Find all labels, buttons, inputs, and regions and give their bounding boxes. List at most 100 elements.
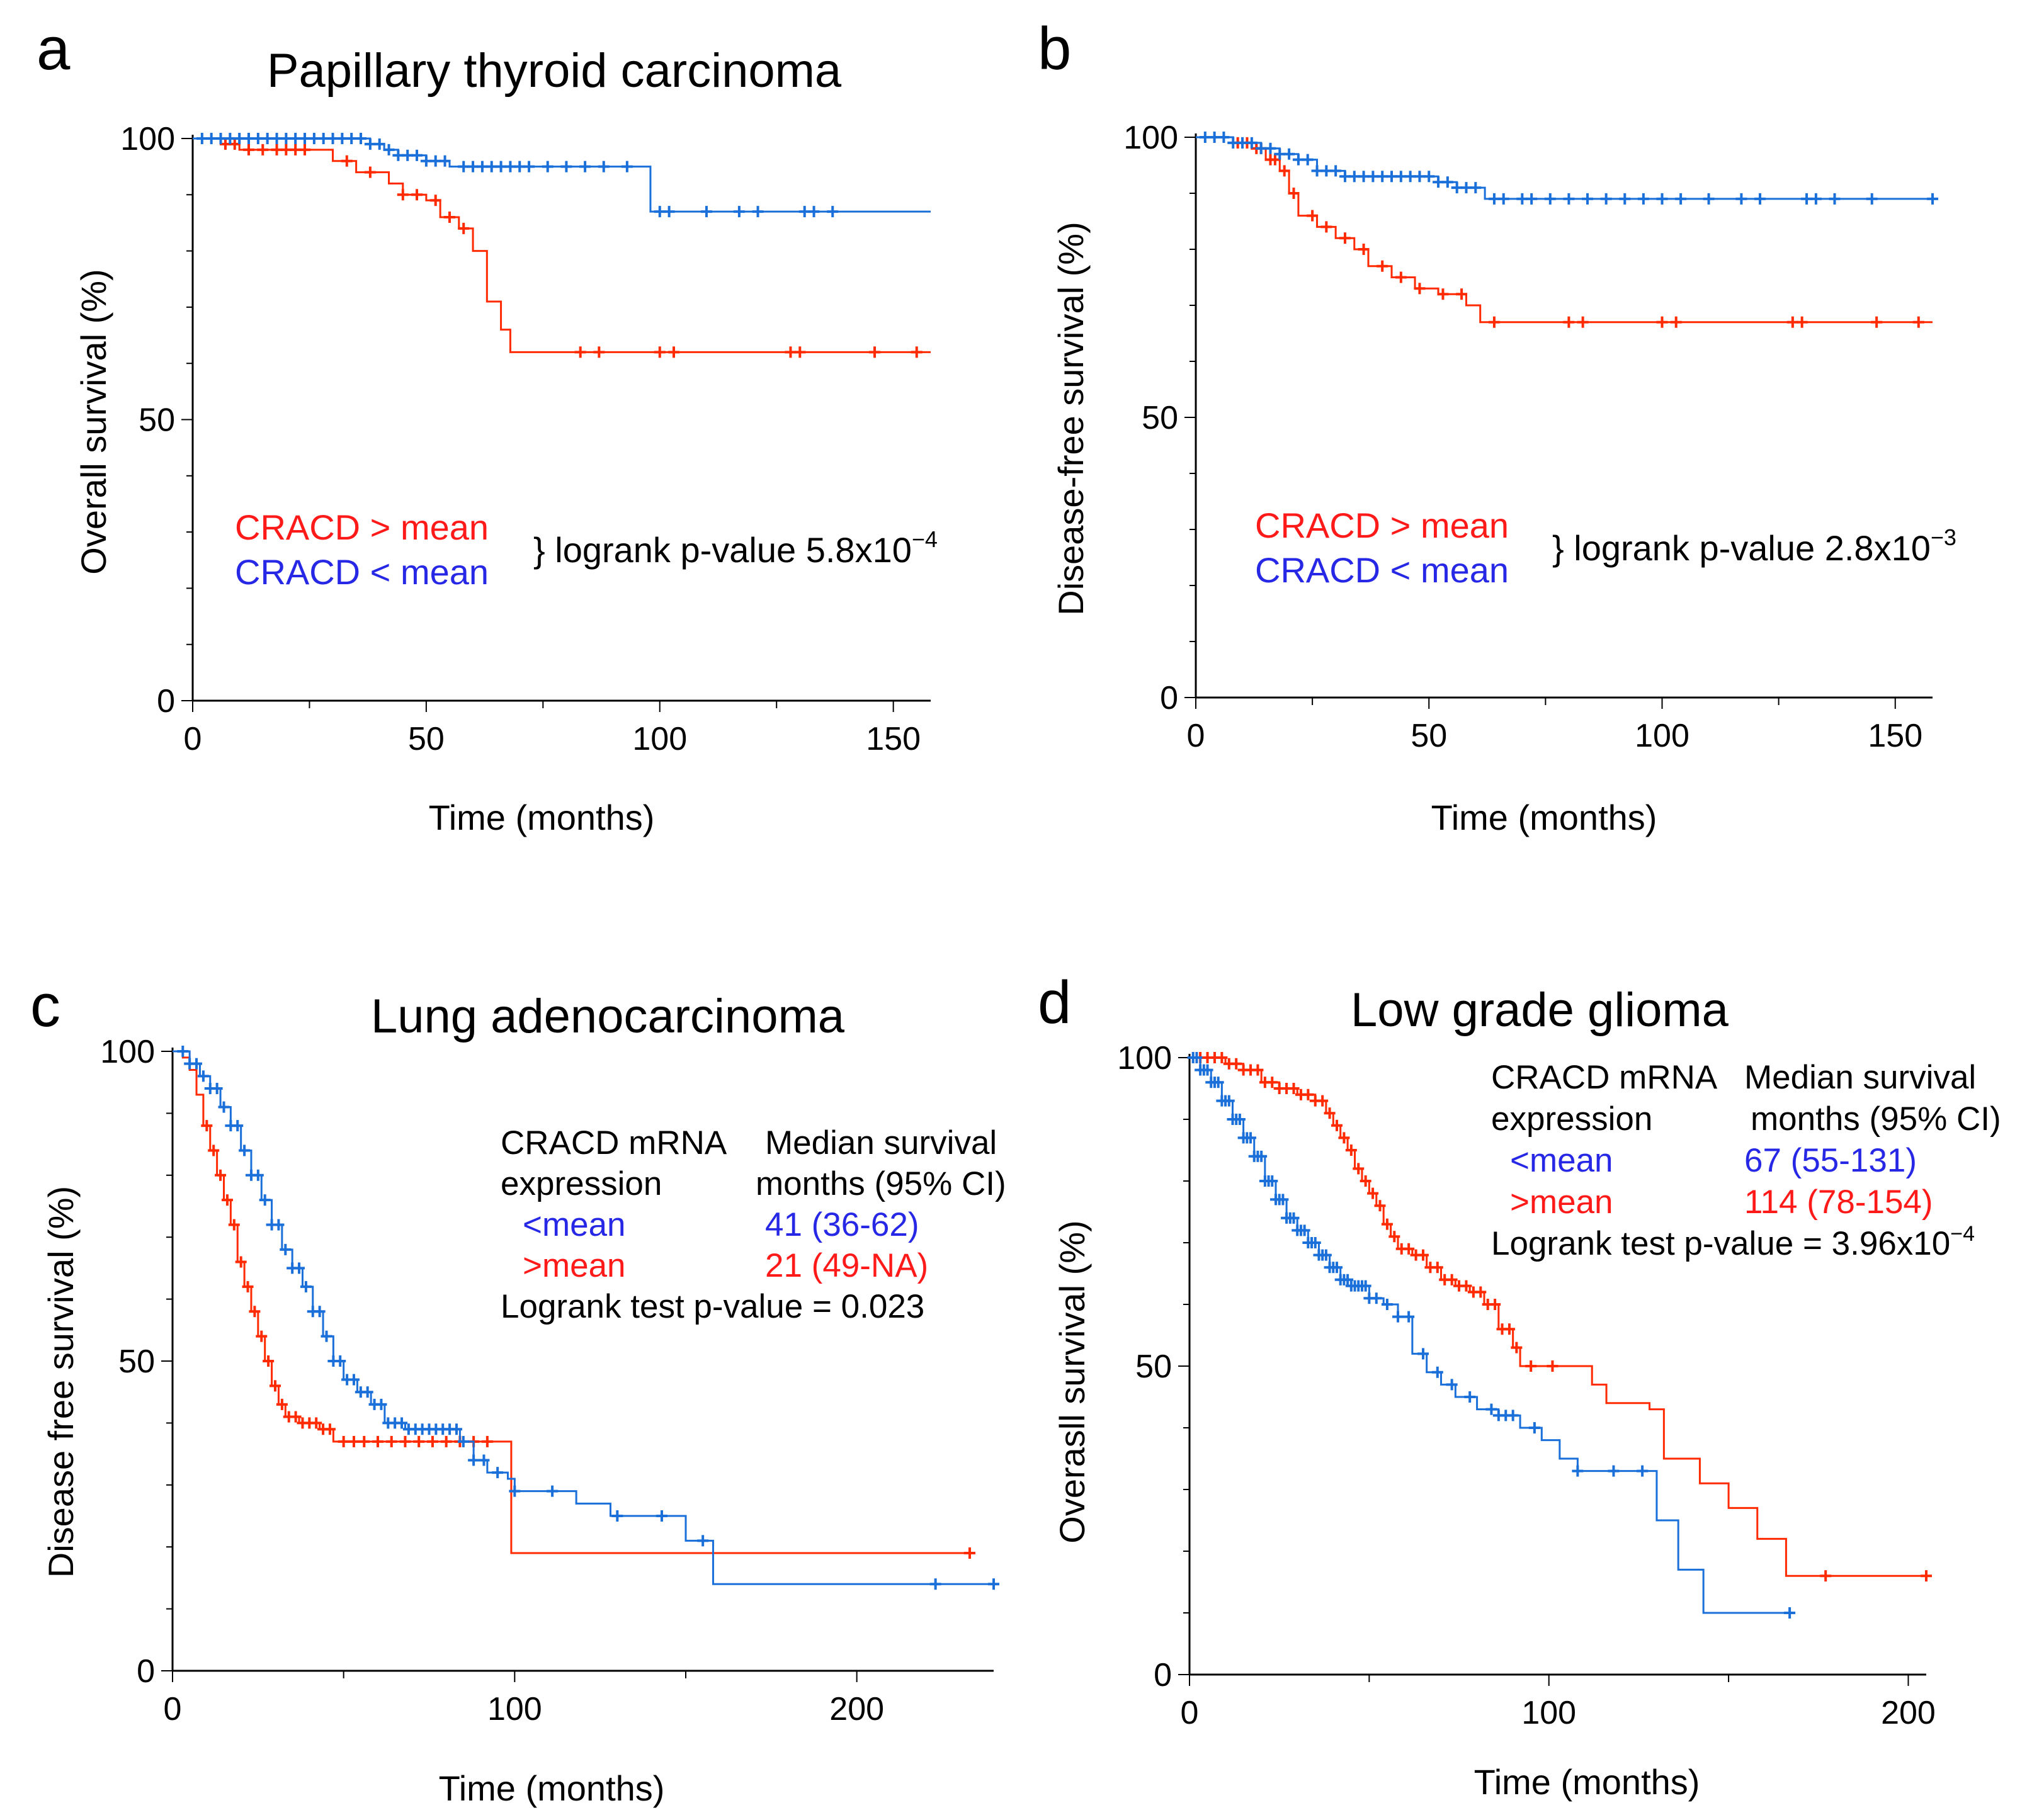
censor-mark-c-red [372,1435,383,1447]
censor-mark-b-blue [1810,193,1822,205]
censor-mark-c-blue [177,1046,189,1057]
x-tick-label-b: 50 [1411,718,1447,754]
logrank-label-a: } logrank p-value 5.8x10−4 [533,526,938,570]
censor-mark-d-red [1489,1299,1501,1310]
censor-mark-a-red [794,346,806,358]
censor-mark-c-blue [252,1169,264,1181]
censor-mark-d-red [1475,1286,1487,1298]
panel-b: b 0 50 100 150 0 50 100 Time (months) Disease-… [1038,15,1956,837]
censor-mark-d-blue [1528,1422,1540,1433]
censor-mark-a-blue [827,206,839,218]
censor-mark-c-red [481,1435,493,1447]
censor-mark-b-blue [1283,148,1295,160]
censor-mark-d-blue [1320,1249,1332,1261]
censor-mark-d-red [1403,1243,1415,1255]
censor-mark-a-blue [579,161,591,172]
logrank-label-b: } logrank p-value 2.8x10−3 [1552,524,1956,568]
censor-mark-c-blue [191,1058,203,1070]
censor-mark-c-blue [478,1454,490,1466]
censor-mark-c-blue [197,1070,209,1082]
censor-mark-d-red [1431,1262,1443,1274]
axes-c: 0 100 200 0 50 100 [100,1034,994,1727]
censor-mark-c-blue [457,1435,469,1447]
censor-mark-d-red [1388,1231,1400,1243]
logrank-main-b: } logrank p-value 2.8x10 [1552,528,1931,568]
y-tick-label-d: 50 [1135,1348,1172,1385]
censor-mark-d-red [1511,1342,1523,1354]
y-axis-title-d: Overasll survival (%) [1052,1220,1092,1543]
y-tick-label-b: 100 [1123,120,1178,156]
censor-mark-c-red [208,1145,220,1156]
censor-mark-c-blue [697,1535,709,1547]
censor-mark-d-blue [1392,1311,1404,1323]
censor-mark-a-blue [808,206,820,218]
km-curve-a-red [193,137,931,353]
censor-mark-b-blue [1470,182,1482,194]
censor-mark-b-blue [1637,193,1649,205]
censor-mark-d-red [1381,1218,1393,1230]
censor-mark-c-blue [375,1398,387,1410]
censor-mark-b-red [1437,288,1449,300]
panel-title-d: Low grade glioma [1351,983,1729,1037]
y-axis-title-b: Disease-free survival (%) [1051,222,1091,616]
y-axis-title-a: Overall survival (%) [74,269,113,574]
censor-mark-d-blue [1403,1311,1415,1323]
censor-mark-d-blue [1223,1095,1235,1107]
legend-blue-label-a: CRACD < mean [235,552,489,592]
censor-mark-a-red [429,195,441,206]
y-tick-label-a: 100 [120,121,175,157]
censor-mark-c-red [228,1219,240,1231]
censor-mark-a-red [299,144,311,155]
panel-letter-b: b [1038,15,1071,82]
censor-mark-d-blue [1360,1280,1371,1292]
censor-mark-a-red [868,346,880,358]
censor-mark-d-blue [1417,1348,1429,1360]
censor-mark-c-red [358,1435,370,1447]
y-axis-title-c: Disease free survival (%) [41,1186,81,1578]
stats-col2-header1-c: Median survival [765,1124,997,1162]
censor-mark-c-blue [988,1578,999,1590]
censor-mark-b-red [1288,188,1300,199]
censor-mark-c-red [221,1194,233,1206]
stats-col1-header2-d: expression [1491,1100,1652,1138]
stats-logrank-exp-d: −4 [1950,1222,1975,1246]
panel-a: a Papillary thyroid carcinoma 0 50 100 1500… [37,15,938,837]
censor-mark-a-red [411,189,423,201]
censor-mark-a-blue [383,144,395,155]
censor-mark-d-blue [1191,1052,1203,1063]
x-tick-label-b: 0 [1187,718,1205,754]
censor-mark-d-blue [1245,1132,1257,1144]
censor-mark-c-red [385,1435,397,1447]
censor-mark-c-red [426,1435,438,1447]
censor-mark-b-red [1456,288,1468,300]
censor-mark-c-blue [396,1417,408,1429]
censor-mark-d-red [1331,1119,1343,1131]
censor-mark-d-red [1921,1570,1932,1582]
censor-mark-d-blue [1277,1194,1289,1206]
censor-mark-d-blue [1784,1607,1796,1619]
stats-row2-value-d: 114 (78-154) [1744,1184,1933,1221]
censor-mark-d-blue [1256,1150,1268,1162]
censor-mark-b-blue [1441,176,1453,188]
censor-mark-d-blue [1464,1391,1476,1403]
panel-title-c: Lung adenocarcinoma [371,990,845,1043]
y-tick-label-d: 100 [1117,1040,1172,1077]
censor-mark-b-blue [1866,193,1878,205]
censor-mark-d-red [1547,1360,1559,1372]
censor-mark-b-red [1670,316,1682,328]
censor-mark-d-red [1252,1064,1264,1076]
stats-col2-header2-d: months (95% CI) [1751,1100,2001,1138]
x-tick-label-a: 150 [866,721,921,757]
censor-mark-b-blue [1829,193,1841,205]
censor-mark-c-red [242,1280,254,1292]
censor-mark-c-blue [547,1485,559,1497]
censor-mark-b-red [1339,232,1351,244]
censor-mark-d-red [1503,1323,1515,1335]
censor-mark-b-red [1358,244,1370,255]
km-curve-b-blue [1196,136,1933,200]
censor-mark-d-red [1338,1132,1350,1144]
censor-mark-b-blue [1754,193,1766,205]
panel-letter-a: a [37,15,71,82]
censor-mark-c-red [249,1306,261,1318]
